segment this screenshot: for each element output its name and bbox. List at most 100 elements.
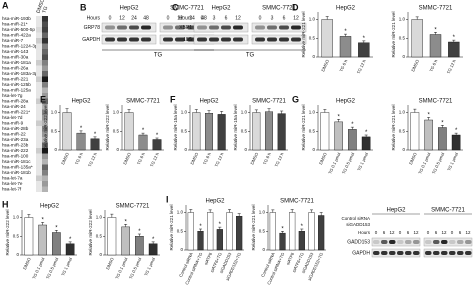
treatment: TG (154, 53, 163, 59)
row-label: GAPDH (352, 250, 370, 256)
heat-cell (36, 164, 42, 170)
row-label: hsa-miR-143 (2, 49, 29, 54)
y-tick-label: 0 (54, 147, 57, 152)
row-label: hsa-miR-21* (2, 21, 28, 26)
error-bar (208, 209, 212, 213)
y-tick-label: 0.5 (181, 128, 188, 133)
error-bar (415, 16, 419, 20)
bar (24, 217, 34, 256)
y-tick-label: 1.0 (399, 17, 406, 22)
error-bar (218, 226, 222, 230)
y-tick-label: 0.5 (177, 228, 184, 233)
band (457, 240, 464, 244)
significance: * (152, 237, 155, 243)
heat-cell (36, 170, 42, 176)
error-bar (207, 110, 211, 114)
band (197, 25, 207, 30)
row-label: hsa-miR-1224-3p (2, 43, 38, 48)
bar (320, 112, 330, 151)
row-label: hsa-miR-24 (2, 104, 26, 109)
chart-title: SMMC-7721 (419, 99, 453, 105)
significance: * (138, 229, 141, 235)
row-label: XBP1 (179, 25, 192, 31)
heat-cell (42, 43, 48, 49)
band (129, 25, 139, 30)
y-axis-label: Relative miR-222 level (88, 210, 93, 256)
error-bar (271, 209, 275, 213)
heat-cell (42, 60, 48, 66)
hour-label: 6 (383, 230, 386, 235)
band (373, 251, 380, 255)
error-bar (452, 39, 456, 42)
hour-label: 12 (235, 15, 241, 21)
y-tick-label: 0 (180, 247, 183, 252)
error-bar (41, 222, 45, 225)
panel-letter: E (40, 94, 46, 104)
row-label: hsa-let-7a (2, 175, 23, 180)
error-bar (427, 117, 431, 120)
band (255, 25, 265, 30)
y-tick-label: 0 (262, 247, 265, 252)
band (441, 251, 448, 255)
chart-title: HepG2 (336, 6, 356, 12)
bar (192, 112, 201, 151)
panel-letter: A (2, 0, 9, 10)
significance: * (365, 130, 368, 136)
x-tick-label: siATF6 (285, 251, 295, 265)
chart-title: SMMC-7721 (126, 99, 160, 105)
row-label: hsa-miR-222 (2, 148, 29, 153)
row-label: hsa-miR-125a (2, 87, 31, 92)
hour-label: 0 (259, 15, 262, 21)
significance: * (434, 27, 437, 33)
significance: * (41, 217, 44, 223)
heat-cell (36, 175, 42, 181)
error-bar (280, 110, 284, 114)
band (141, 37, 151, 42)
chart-title: HepG2 (40, 204, 60, 210)
row-label: 18S (183, 37, 193, 43)
heat-cell (42, 87, 48, 93)
panel-letter: F (170, 94, 176, 104)
x-tick-label: TG 0.5 μmol (45, 257, 59, 280)
hour-label: 48 (143, 15, 149, 21)
x-tick-label: TG 0.1 μmol (114, 257, 128, 280)
error-bar (220, 111, 224, 115)
x-tick-label: TG 0.1 μmol (417, 152, 431, 175)
heat-cell (36, 120, 42, 126)
heat-cell (42, 16, 48, 22)
band (397, 240, 404, 244)
bar (107, 217, 117, 256)
significance: * (281, 226, 284, 232)
error-bar (68, 241, 72, 244)
panel-letter: D (292, 2, 299, 12)
hour-label: 6 (435, 230, 438, 235)
row-label: hsa-miR-193b (2, 16, 31, 21)
band (267, 25, 277, 30)
y-tick-label: 0.5 (399, 35, 406, 40)
bar (62, 112, 72, 151)
heat-cell (36, 153, 42, 159)
bar (410, 112, 420, 151)
heat-cell (36, 27, 42, 33)
y-tick-label: 1.0 (241, 110, 248, 115)
bar (226, 212, 233, 251)
band (255, 37, 265, 42)
band (197, 37, 207, 42)
y-axis-label: Relative miR-221 level (391, 105, 396, 151)
x-tick-label: TG 0.5 μmol (128, 257, 142, 280)
bar (90, 138, 100, 151)
blot-strip (423, 237, 473, 247)
error-bar (344, 33, 347, 37)
bar (207, 212, 214, 251)
error-bar (254, 109, 258, 113)
x-tick-label: TG 12 h (149, 151, 160, 167)
error-bar (237, 213, 241, 217)
panel-letter: C (172, 2, 179, 12)
row-label: GRP78 (84, 25, 101, 31)
x-tick-label: TG 12 h (87, 151, 98, 167)
y-axis-label: Relative miR-15a level (173, 105, 178, 151)
bar (289, 212, 296, 251)
bar (204, 113, 213, 151)
bar (321, 19, 333, 58)
